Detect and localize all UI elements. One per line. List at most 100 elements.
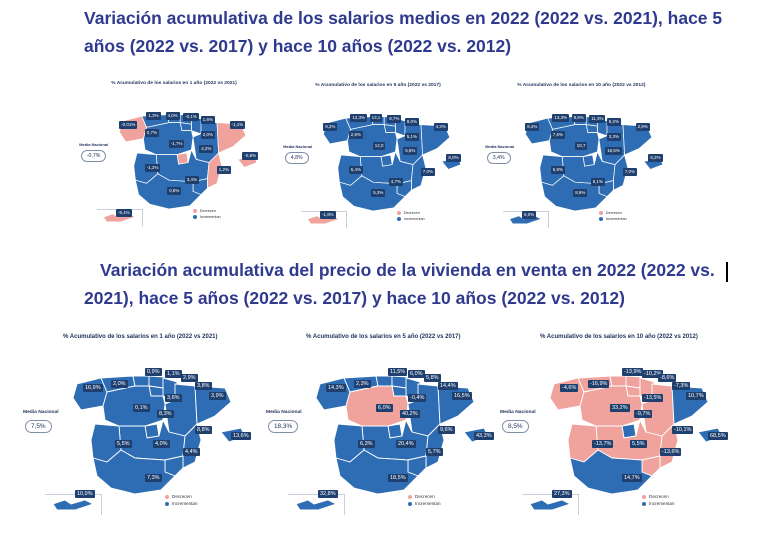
region-value-badge: 14,4% xyxy=(438,382,458,390)
region-value-badge: -0,01% xyxy=(119,121,138,130)
region-value-badge: 5,4% xyxy=(348,166,363,175)
region-value-badge: 0,8% xyxy=(167,186,182,195)
legend-increase: Incrementan xyxy=(598,217,627,222)
region-value-badge: 11,5% xyxy=(388,368,408,376)
region-value-badge: 18,5% xyxy=(388,474,408,482)
region-value-badge: 8,7% xyxy=(387,115,402,124)
map-panel-sal-5: % Acumulativo de los salarios en 5 año (… xyxy=(283,80,484,232)
national-average-value: 8,5% xyxy=(502,420,529,433)
region-value-badge: 5,5% xyxy=(630,440,647,448)
region-value-badge: 12,0 xyxy=(372,142,386,151)
region-value-badge: 7,3% xyxy=(145,474,162,482)
region-value-badge: 7,0% xyxy=(622,168,637,176)
region-galicia xyxy=(549,377,585,411)
legend-decrease: Decrecen xyxy=(396,211,425,216)
legend-increase-label: Incrementan xyxy=(172,501,198,506)
map-title: % Acumulativo de los salarios en 1 año (… xyxy=(111,81,237,87)
region-value-badge: 9,2% xyxy=(323,123,338,132)
region-cantabria xyxy=(132,375,150,387)
region-value-badge: 6,0% xyxy=(408,370,425,378)
legend-decrease: Decrecen xyxy=(598,211,627,216)
region-value-badge: -1,2% xyxy=(144,164,161,173)
national-average-value: -0,7% xyxy=(80,150,107,162)
region-value-badge: 6,0% xyxy=(522,211,537,220)
region-value-badge: 6,1% xyxy=(590,177,605,186)
legend-increase-swatch xyxy=(642,501,646,506)
region-value-badge: 1,1% xyxy=(165,370,182,378)
legend-decrease-swatch xyxy=(598,211,603,216)
region-value-badge: 8,8% xyxy=(195,426,212,434)
legend-increase-swatch xyxy=(192,215,197,220)
legend-increase-swatch xyxy=(408,501,412,506)
region-value-badge: 14,7% xyxy=(622,474,642,482)
legend-increase-label: Incrementan xyxy=(649,501,675,506)
region-value-badge: 3,3% xyxy=(606,132,621,141)
legend-increase-label: Incrementan xyxy=(605,217,627,222)
national-average-label: Media Nacional xyxy=(500,410,536,415)
legend-decrease-label: Decrecen xyxy=(415,494,435,499)
region-value-badge: 2,0% xyxy=(111,380,128,388)
region-value-badge: 10,7 xyxy=(574,142,588,151)
region-value-badge: -10,2% xyxy=(642,370,664,378)
region-value-badge: 13,1 xyxy=(369,113,383,122)
legend-decrease-swatch xyxy=(165,494,169,499)
housing-headline: Variación acumulativa del precio de la v… xyxy=(84,256,764,312)
region-value-badge: 6,0% xyxy=(376,404,393,412)
legend-increase-swatch xyxy=(598,217,603,222)
legend-decrease: Decrecen xyxy=(165,494,198,499)
national-average-label: Media Nacional xyxy=(283,144,313,149)
national-average-value: 3,4% xyxy=(486,152,511,164)
map-legend: Decrecen Incrementan xyxy=(192,209,221,221)
region-value-badge: -1,6% xyxy=(320,211,336,220)
region-value-badge: 11,3% xyxy=(589,115,606,124)
national-average-label: Media Nacional xyxy=(266,410,302,415)
region-value-badge: 10,9% xyxy=(75,490,95,498)
region-value-badge: 0,1% xyxy=(133,404,150,412)
map-panel-viv-10: % Acumulativo de los salarios en 10 año … xyxy=(496,330,756,530)
national-average-value: 18,3% xyxy=(268,420,299,433)
region-value-badge: 2,6% xyxy=(348,131,363,140)
region-andalucia xyxy=(569,449,653,495)
region-value-badge: -8,6% xyxy=(658,374,677,382)
region-value-badge: -16,9% xyxy=(588,380,610,388)
national-average-label: Media Nacional xyxy=(79,142,109,147)
legend-increase: Incrementan xyxy=(642,501,675,506)
region-value-badge: 16,9% xyxy=(83,384,103,392)
region-value-badge: 3,9% xyxy=(209,392,226,400)
region-value-badge: 4,0% xyxy=(153,440,170,448)
region-value-badge: 5,9% xyxy=(550,166,565,175)
legend-increase-swatch xyxy=(165,501,169,506)
legend-increase-label: Incrementan xyxy=(403,217,425,222)
region-value-badge: -0,1% xyxy=(183,113,199,122)
region-value-badge: -13,5% xyxy=(642,394,664,402)
legend-decrease-label: Decrecen xyxy=(403,211,420,216)
region-value-badge: 3,6% xyxy=(165,394,182,402)
region-value-badge: -5,1% xyxy=(116,209,132,218)
region-value-badge: 1,6% xyxy=(200,116,215,125)
region-canarias xyxy=(295,499,338,511)
region-cantabria xyxy=(609,375,627,387)
map-legend: Decrecen Incrementan xyxy=(408,494,441,508)
legend-decrease: Decrecen xyxy=(642,494,675,499)
legend-increase: Incrementan xyxy=(192,215,221,220)
region-canarias xyxy=(52,499,95,511)
legend-decrease-swatch xyxy=(408,494,412,499)
region-value-badge: -10,1% xyxy=(672,426,694,434)
map-title: % Acumulativo de los salarios en 5 año (… xyxy=(306,334,461,340)
region-value-badge: 8,0% xyxy=(446,153,461,162)
region-value-badge: 16,5% xyxy=(605,147,622,156)
region-value-badge: 5,3% xyxy=(371,188,386,197)
region-value-badge: 4,0% xyxy=(165,111,180,120)
map-title: % Acumulativo de los salarios en 10 año … xyxy=(540,334,698,340)
region-value-badge: 10,7% xyxy=(686,392,706,400)
region-value-badge: 0,7% xyxy=(144,129,159,138)
region-galicia xyxy=(315,377,351,411)
region-value-badge: -13,7% xyxy=(592,440,614,448)
legend-decrease-swatch xyxy=(642,494,646,499)
region-value-badge: 27,3% xyxy=(552,490,572,498)
region-value-badge: 0,9% xyxy=(145,368,162,376)
map-title: % Acumulativo de los salarios en 10 año … xyxy=(517,83,646,89)
region-value-badge: 8,3% xyxy=(157,410,174,418)
national-average-value: 7,5% xyxy=(25,420,52,433)
legend-decrease: Decrecen xyxy=(408,494,441,499)
